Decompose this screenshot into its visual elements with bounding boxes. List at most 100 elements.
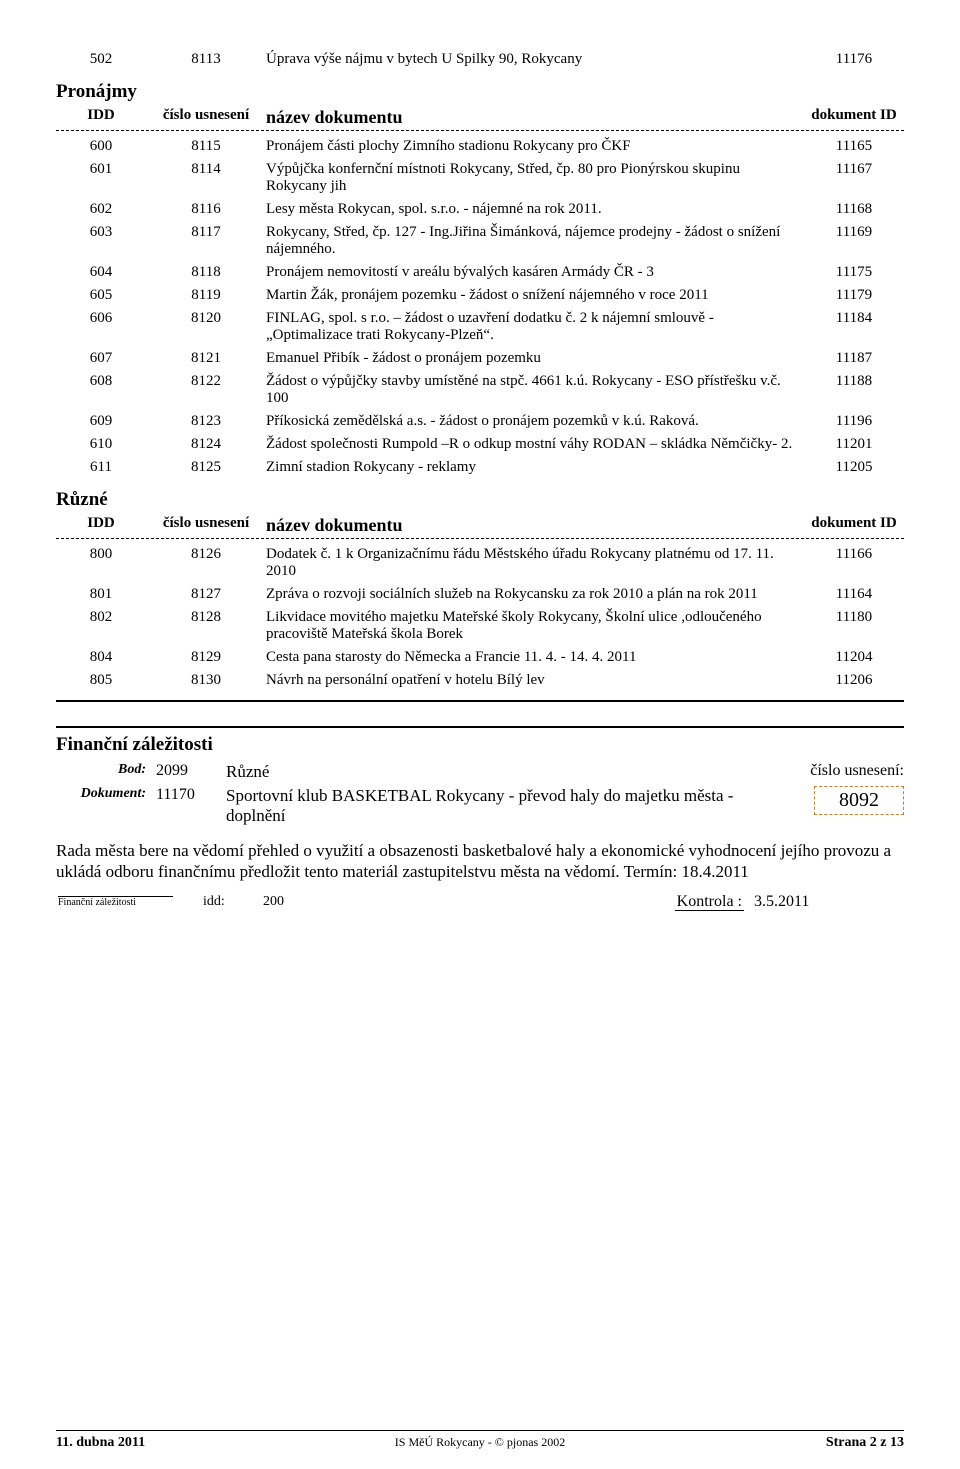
cell-docid: 11166 — [804, 546, 904, 563]
table-header: IDDčíslo usnesenínázev dokumentudokument… — [56, 515, 904, 538]
cell-docid: 11204 — [804, 649, 904, 666]
footer-date: 11. dubna 2011 — [56, 1435, 339, 1451]
table-row: 6038117Rokycany, Střed, čp. 127 - Ing.Ji… — [56, 221, 904, 261]
cell-cislo: 8124 — [146, 436, 266, 453]
cell-idd: 603 — [56, 224, 146, 241]
cell-docid: 11164 — [804, 586, 904, 603]
table-row: 8028128Likvidace movitého majetku Mateřs… — [56, 606, 904, 646]
table-header: IDDčíslo usnesenínázev dokumentudokument… — [56, 107, 904, 130]
header-docid: dokument ID — [804, 107, 904, 128]
header-idd: IDD — [56, 515, 146, 536]
cell-docid: 11168 — [804, 201, 904, 218]
header-docid: dokument ID — [804, 515, 904, 536]
cell-idd: 801 — [56, 586, 146, 603]
header-cislo: číslo usnesení — [146, 515, 266, 536]
kontrola-date: 3.5.2011 — [754, 893, 904, 911]
dashed-divider — [56, 538, 904, 539]
cell-idd: 605 — [56, 287, 146, 304]
cell-cislo: 8120 — [146, 310, 266, 327]
cell-cislo: 8114 — [146, 161, 266, 178]
kontrola-label: Kontrola : — [413, 893, 754, 911]
cell-cislo: 8123 — [146, 413, 266, 430]
cell-docid: 11196 — [804, 413, 904, 430]
financial-block: Finanční záležitosti Bod: 2099 Různé čís… — [56, 726, 904, 911]
bod-row: Bod: 2099 Různé číslo usnesení: — [56, 762, 904, 782]
page-footer: 11. dubna 2011 IS MěÚ Rokycany - © pjona… — [56, 1430, 904, 1451]
cell-name: Dodatek č. 1 k Organizačnímu řádu Městsk… — [266, 546, 804, 580]
cell-cislo: 8117 — [146, 224, 266, 241]
cell-idd: 607 — [56, 350, 146, 367]
cell-name: Martin Žák, pronájem pozemku - žádost o … — [266, 287, 804, 304]
cell-cislo: 8125 — [146, 459, 266, 476]
cell-docid: 11176 — [804, 51, 904, 68]
cell-docid: 11165 — [804, 138, 904, 155]
cell-cislo: 8122 — [146, 373, 266, 390]
table-row: 6068120FINLAG, spol. s r.o. – žádost o u… — [56, 307, 904, 347]
cell-name: Rokycany, Střed, čp. 127 - Ing.Jiřina Ši… — [266, 224, 804, 258]
cell-name: Návrh na personální opatření v hotelu Bí… — [266, 672, 804, 689]
cell-idd: 611 — [56, 459, 146, 476]
cell-docid: 11175 — [804, 264, 904, 281]
cell-idd: 606 — [56, 310, 146, 327]
header-name: název dokumentu — [266, 515, 804, 536]
cell-cislo: 8126 — [146, 546, 266, 563]
idd-subval: 200 — [263, 894, 413, 910]
table-row: 6028116Lesy města Rokycan, spol. s.r.o. … — [56, 198, 904, 221]
cell-idd: 608 — [56, 373, 146, 390]
cell-idd: 502 — [56, 51, 146, 68]
divider — [56, 726, 904, 728]
cell-cislo: 8129 — [146, 649, 266, 666]
cell-docid: 11205 — [804, 459, 904, 476]
cell-name: Likvidace movitého majetku Mateřské škol… — [266, 609, 804, 643]
dashed-divider — [56, 130, 904, 131]
footer-copyright: IS MěÚ Rokycany - © pjonas 2002 — [339, 1435, 622, 1451]
cislo-usneseni-label: číslo usnesení: — [754, 762, 904, 780]
cell-cislo: 8118 — [146, 264, 266, 281]
dokument-id-box: 8092 — [754, 786, 904, 815]
cell-idd: 601 — [56, 161, 146, 178]
dokument-text: Sportovní klub BASKETBAL Rokycany - přev… — [226, 786, 754, 826]
cell-docid: 11180 — [804, 609, 904, 626]
cell-docid: 11184 — [804, 310, 904, 327]
resolution-body: Rada města bere na vědomí přehled o využ… — [56, 840, 904, 883]
cell-cislo: 8119 — [146, 287, 266, 304]
dokument-row: Dokument: 11170 Sportovní klub BASKETBAL… — [56, 786, 904, 826]
cell-cislo: 8127 — [146, 586, 266, 603]
footer-page: Strana 2 z 13 — [621, 1435, 904, 1451]
header-cislo: číslo usnesení — [146, 107, 266, 128]
dokument-num: 11170 — [156, 786, 226, 804]
dokument-id: 8092 — [814, 786, 904, 815]
idd-sublabel: idd: — [173, 894, 263, 910]
cell-docid: 11179 — [804, 287, 904, 304]
table-row: 6048118Pronájem nemovitostí v areálu býv… — [56, 261, 904, 284]
cell-cislo: 8113 — [146, 51, 266, 68]
table-row: 6018114Výpůjčka konfernční místnoti Roky… — [56, 158, 904, 198]
divider — [56, 700, 904, 702]
cell-name: FINLAG, spol. s r.o. – žádost o uzavření… — [266, 310, 804, 344]
bod-text: Různé — [226, 762, 754, 782]
cell-idd: 804 — [56, 649, 146, 666]
table-row: 6118125Zimní stadion Rokycany - reklamy1… — [56, 456, 904, 479]
table-row: 6058119Martin Žák, pronájem pozemku - žá… — [56, 284, 904, 307]
kontrola-row: Finanční záležitosti idd: 200 Kontrola :… — [56, 893, 904, 911]
cell-idd: 800 — [56, 546, 146, 563]
table-row: 6108124Žádost společnosti Rumpold –R o o… — [56, 433, 904, 456]
cell-name: Emanuel Přibík - žádost o pronájem pozem… — [266, 350, 804, 367]
cell-name: Žádost společnosti Rumpold –R o odkup mo… — [266, 436, 804, 453]
bod-label: Bod: — [56, 762, 156, 778]
table-row: 502 8113 Úprava výše nájmu v bytech U Sp… — [56, 48, 904, 71]
table-row: 8008126Dodatek č. 1 k Organizačnímu řádu… — [56, 543, 904, 583]
table-row: 6098123Příkosická zemědělská a.s. - žádo… — [56, 410, 904, 433]
section-title: Pronájmy — [56, 81, 904, 103]
cell-docid: 11169 — [804, 224, 904, 241]
cell-docid: 11206 — [804, 672, 904, 689]
cell-cislo: 8128 — [146, 609, 266, 626]
cell-docid: 11167 — [804, 161, 904, 178]
cell-name: Pronájem části plochy Zimního stadionu R… — [266, 138, 804, 155]
cell-name: Úprava výše nájmu v bytech U Spilky 90, … — [266, 51, 804, 68]
cell-idd: 610 — [56, 436, 146, 453]
header-name: název dokumentu — [266, 107, 804, 128]
cell-idd: 602 — [56, 201, 146, 218]
table-row: 6088122Žádost o výpůjčky stavby umístěné… — [56, 370, 904, 410]
section-title: Různé — [56, 489, 904, 511]
